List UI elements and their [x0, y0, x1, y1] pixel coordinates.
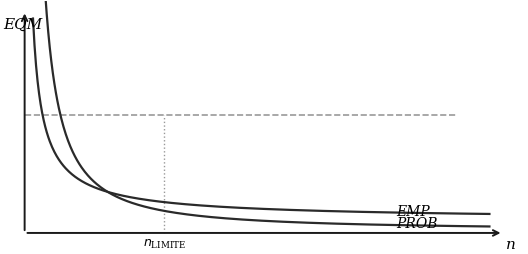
Text: EQM: EQM [4, 18, 43, 31]
Text: PROB: PROB [397, 217, 438, 231]
Text: $\mathit{n}_{\mathregular{LIMITE}}$: $\mathit{n}_{\mathregular{LIMITE}}$ [143, 238, 186, 251]
Text: EMP: EMP [397, 205, 430, 219]
Text: n: n [506, 238, 515, 252]
